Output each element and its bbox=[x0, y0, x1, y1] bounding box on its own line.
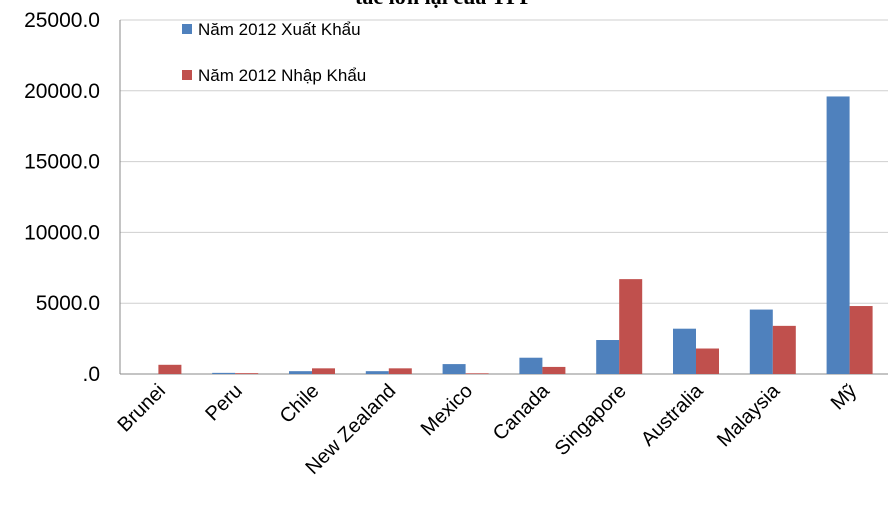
y-tick-label: 20000.0 bbox=[24, 80, 100, 103]
bar-import-mexico bbox=[465, 373, 489, 374]
bar-export-new-zealand bbox=[365, 371, 389, 374]
bar-export-mexico bbox=[442, 364, 466, 374]
legend-swatch-import bbox=[182, 70, 192, 80]
legend-label-import: Năm 2012 Nhập Khẩu bbox=[198, 66, 366, 85]
bar-export-chile bbox=[289, 371, 312, 374]
bar-import-singapore bbox=[619, 279, 643, 374]
bar-import-peru bbox=[235, 373, 259, 374]
x-tick-label: Australia bbox=[637, 379, 708, 450]
legend: Năm 2012 Xuất Khẩu Năm 2012 Nhập Khẩu bbox=[182, 20, 366, 85]
bar-import-malaysia bbox=[772, 325, 796, 374]
gridlines bbox=[120, 19, 888, 304]
y-tick-label: 5000.0 bbox=[36, 292, 100, 315]
bar-import-mỹ bbox=[849, 306, 873, 374]
y-tick-label: 25000.0 bbox=[24, 9, 100, 32]
legend-swatch-export bbox=[182, 24, 192, 34]
y-tick-label: 15000.0 bbox=[24, 151, 100, 174]
y-tick-label: 10000.0 bbox=[24, 221, 100, 244]
y-tick-label: .0 bbox=[82, 363, 100, 386]
legend-label-export: Năm 2012 Xuất Khẩu bbox=[198, 20, 361, 39]
x-tick-label: Mexico bbox=[417, 380, 477, 440]
chart-title: tác lớn lại của TPP bbox=[355, 0, 533, 9]
bar-export-australia bbox=[673, 328, 696, 374]
x-tick-label: Brunei bbox=[113, 380, 169, 436]
bar-import-new-zealand bbox=[388, 368, 412, 374]
x-tick-label: Singapore bbox=[551, 380, 631, 460]
bar-import-canada bbox=[542, 366, 566, 374]
x-tick-label: Canada bbox=[489, 379, 555, 445]
x-tick-label: Chile bbox=[276, 380, 324, 428]
bar-import-chile bbox=[312, 368, 335, 374]
y-axis-ticks: 25000.0 20000.0 15000.0 10000.0 5000.0 .0 bbox=[24, 9, 100, 386]
x-tick-label: Peru bbox=[201, 380, 246, 425]
bars bbox=[158, 96, 873, 375]
x-tick-label: Mỹ bbox=[827, 380, 861, 414]
bar-export-singapore bbox=[596, 340, 620, 374]
bar-import-brunei bbox=[158, 364, 182, 374]
bar-export-malaysia bbox=[749, 309, 773, 374]
bar-export-peru bbox=[212, 372, 236, 374]
bar-export-canada bbox=[519, 357, 543, 374]
bar-import-australia bbox=[696, 348, 719, 374]
bar-export-mỹ bbox=[826, 96, 850, 375]
x-tick-label: Malaysia bbox=[713, 379, 785, 451]
